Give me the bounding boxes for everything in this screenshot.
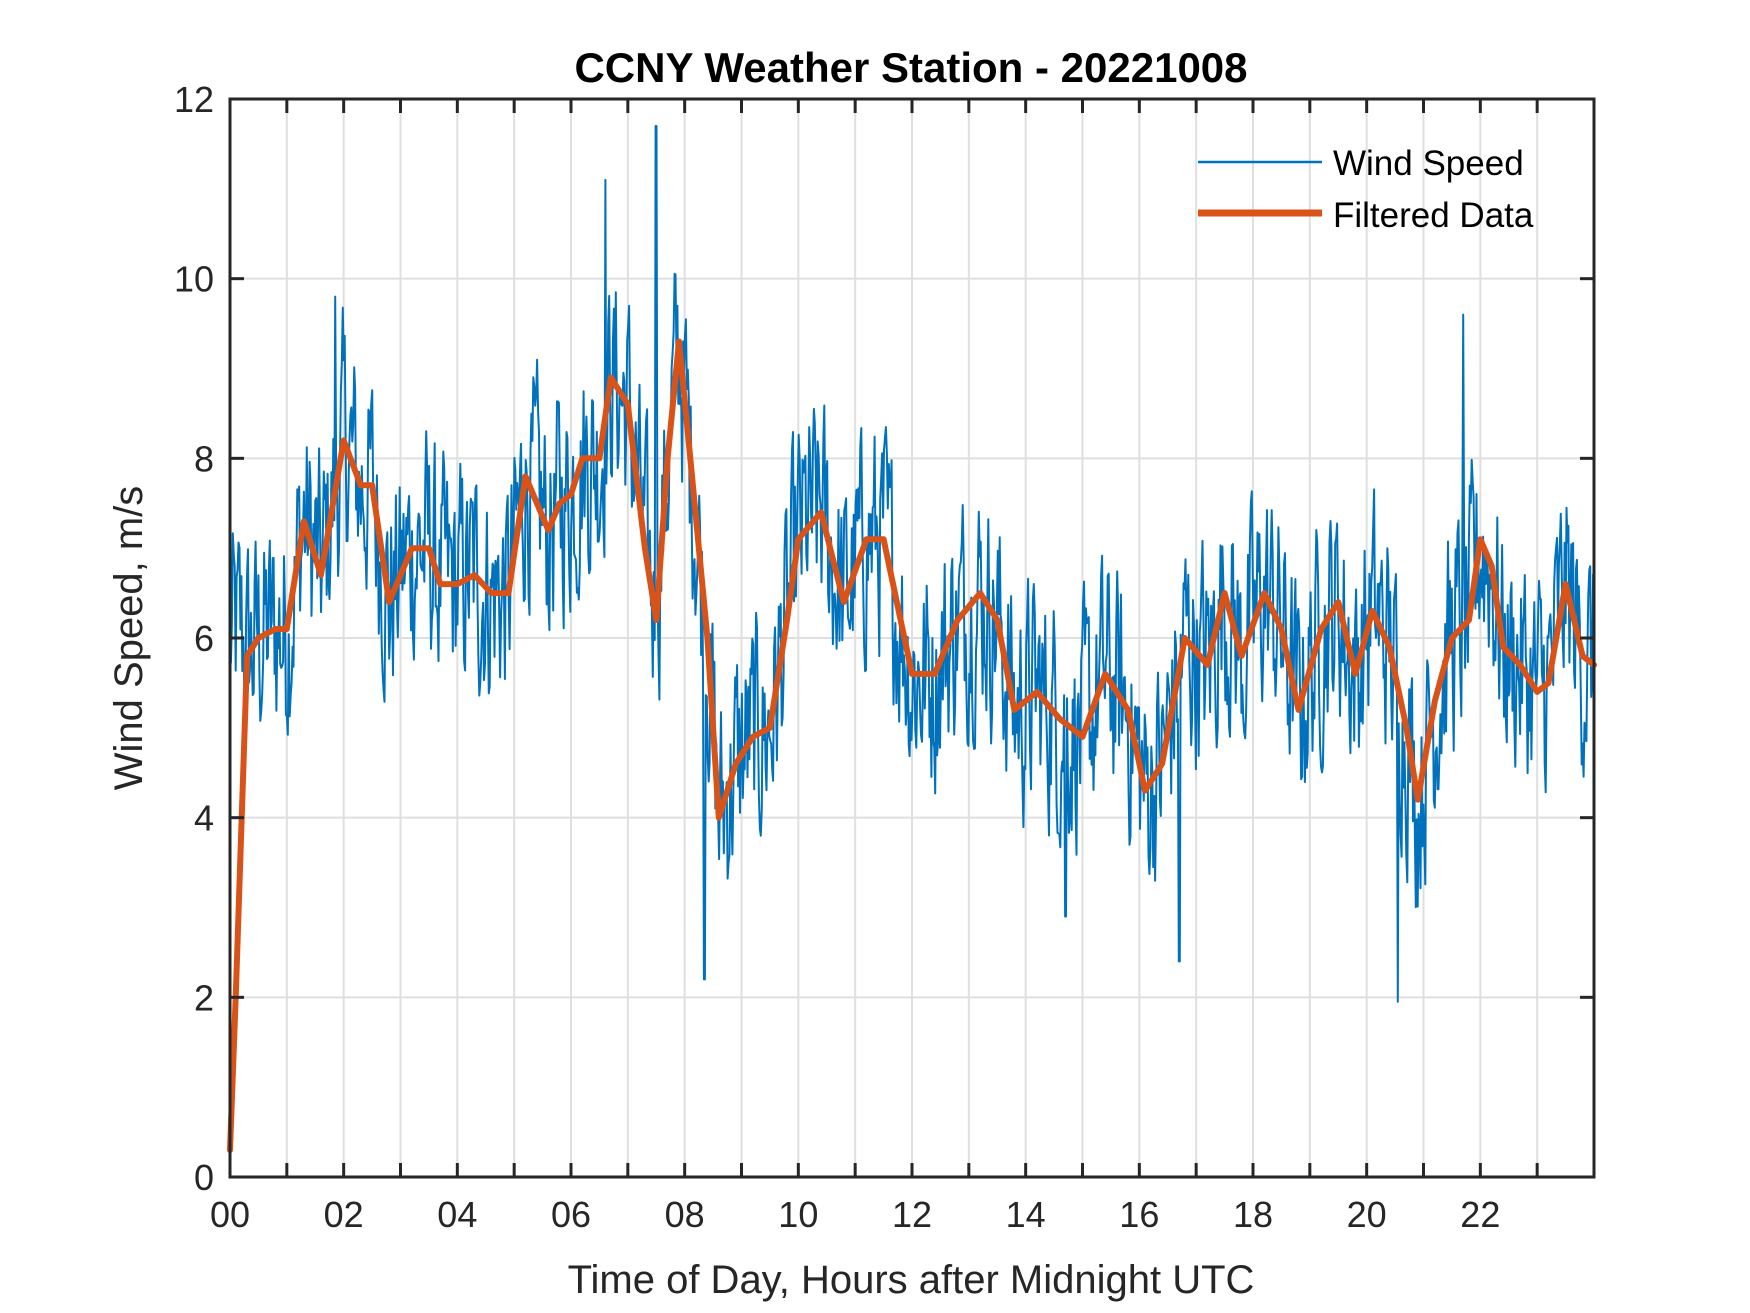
y-tick-label: 8 [194, 438, 214, 479]
y-tick-label: 0 [194, 1157, 214, 1198]
y-tick-labels: 0 2 4 6 8 10 12 [174, 79, 214, 1198]
axes [228, 97, 1596, 1179]
x-axis-label: Time of Day, Hours after Midnight UTC [568, 1258, 1255, 1302]
x-tick-label: 20 [1347, 1194, 1387, 1235]
x-tick-label: 12 [892, 1194, 932, 1235]
y-axis-label: Wind Speed, m/s [107, 486, 151, 791]
filtered-data-line [227, 338, 1597, 1153]
wind-speed-series [229, 125, 1595, 1003]
y-tick-label: 2 [194, 977, 214, 1018]
x-tick-label: 10 [778, 1194, 818, 1235]
legend-label-wind-speed: Wind Speed [1333, 144, 1524, 183]
y-tick-label: 4 [194, 798, 214, 839]
y-tick-label: 10 [174, 259, 214, 300]
x-tick-label: 14 [1006, 1194, 1046, 1235]
x-tick-label: 06 [551, 1194, 591, 1235]
x-tick-label: 08 [665, 1194, 705, 1235]
x-tick-labels: 00 02 04 06 08 10 12 14 16 18 20 22 [210, 1194, 1500, 1235]
wind-speed-line [229, 125, 1595, 1003]
x-tick-label: 16 [1119, 1194, 1159, 1235]
x-tick-label: 22 [1460, 1194, 1500, 1235]
x-tick-label: 18 [1233, 1194, 1273, 1235]
legend: Wind Speed Filtered Data [1198, 144, 1534, 235]
x-tick-label: 02 [324, 1194, 364, 1235]
x-tick-label: 00 [210, 1194, 250, 1235]
filtered-data-series [227, 338, 1597, 1153]
y-tick-label: 12 [174, 79, 214, 120]
chart-title: CCNY Weather Station - 20221008 [574, 44, 1247, 91]
legend-label-filtered-data: Filtered Data [1333, 196, 1534, 235]
x-tick-label: 04 [437, 1194, 477, 1235]
y-tick-label: 6 [194, 618, 214, 659]
